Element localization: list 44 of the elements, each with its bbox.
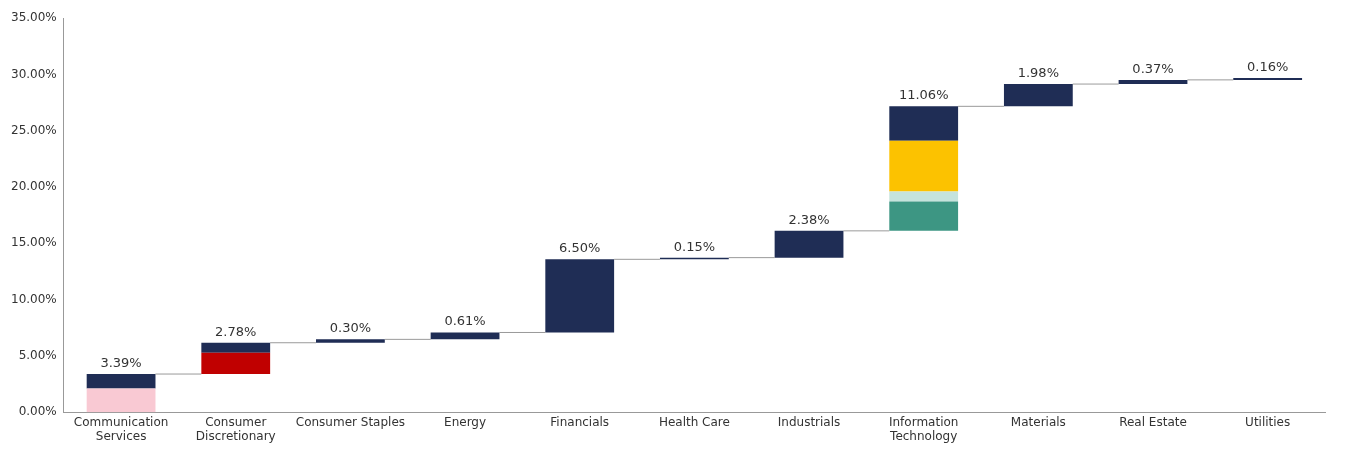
annotation: 0.37% <box>1132 60 1174 76</box>
bar <box>86 388 156 413</box>
bar <box>86 374 156 389</box>
bar <box>1118 79 1188 85</box>
y-tick-label: 5.00% <box>18 348 57 363</box>
annotation: 2.38% <box>788 211 830 227</box>
x-tick-label: Real Estate <box>1119 414 1187 429</box>
x-tick-label: Communication Services <box>73 414 169 443</box>
bar <box>201 342 271 353</box>
annotation: 11.06% <box>898 87 949 103</box>
x-tick-label: Materials <box>1010 414 1066 429</box>
y-tick-label: 0.00% <box>18 404 57 419</box>
bar <box>545 259 615 333</box>
annotation: 3.39% <box>100 354 142 370</box>
y-tick-label: 15.00% <box>10 235 57 250</box>
y-tick-label: 35.00% <box>10 10 57 25</box>
y-tick-label: 25.00% <box>10 122 57 137</box>
annotation: 0.61% <box>444 313 486 329</box>
x-tick-label: Energy <box>444 414 487 429</box>
annotation: 0.30% <box>329 320 372 336</box>
x-tick-label: Consumer Discretionary <box>195 414 276 443</box>
bar <box>889 201 959 231</box>
bar <box>774 230 844 258</box>
x-tick-label: Consumer Staples <box>295 414 406 429</box>
x-tick-label: Health Care <box>658 414 730 429</box>
x-tick-label: Information Technology <box>888 414 959 443</box>
bar <box>430 332 500 340</box>
bar <box>1003 84 1073 107</box>
y-tick-label: 10.00% <box>10 291 57 306</box>
annotation: 0.16% <box>1247 58 1289 74</box>
bar <box>889 191 959 202</box>
y-tick-label: 20.00% <box>10 179 57 194</box>
annotation: 2.78% <box>215 323 257 339</box>
annotation: 0.15% <box>673 238 716 254</box>
x-tick-label: Utilities <box>1245 414 1291 429</box>
x-tick-label: Financials <box>550 414 610 429</box>
bar <box>889 106 959 141</box>
x-tick-label: Industrials <box>777 414 841 429</box>
annotation: 6.50% <box>559 240 601 256</box>
bar <box>889 140 959 192</box>
bar <box>201 352 271 375</box>
y-tick-label: 30.00% <box>10 66 57 81</box>
bar <box>316 339 385 343</box>
annotation: 1.98% <box>1017 64 1060 80</box>
